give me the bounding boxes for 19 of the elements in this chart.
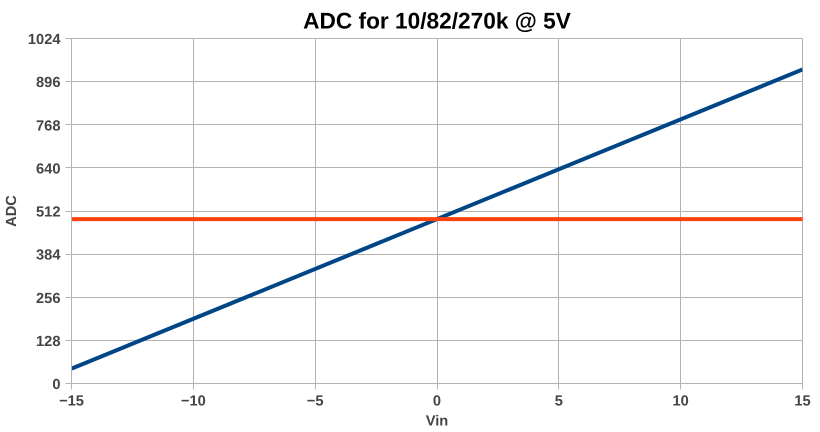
y-tick-label: 768 (36, 118, 61, 134)
y-tick-label: 640 (36, 161, 61, 178)
x-tick-label: −5 (306, 394, 324, 410)
x-tick-label: 0 (432, 394, 442, 410)
x-tick-label: 5 (554, 394, 563, 410)
y-tick-label: 128 (36, 334, 61, 350)
x-tick-label: 10 (672, 394, 689, 410)
chart-title: ADC for 10/82/270k @ 5V (303, 8, 571, 34)
x-tick-label: −15 (59, 394, 84, 410)
y-tick-label: 1024 (28, 32, 62, 48)
y-tick-label: 256 (36, 290, 61, 307)
x-tick-label: −10 (180, 394, 206, 410)
y-axis-title: ADC (4, 194, 20, 227)
y-tick-label: 384 (36, 248, 62, 264)
y-tick-label: 512 (36, 204, 61, 220)
y-tick-label: 0 (52, 377, 61, 393)
y-tick-label: 896 (36, 75, 61, 92)
x-tick-label: 15 (794, 394, 811, 410)
x-axis-title: Vin (426, 414, 448, 430)
